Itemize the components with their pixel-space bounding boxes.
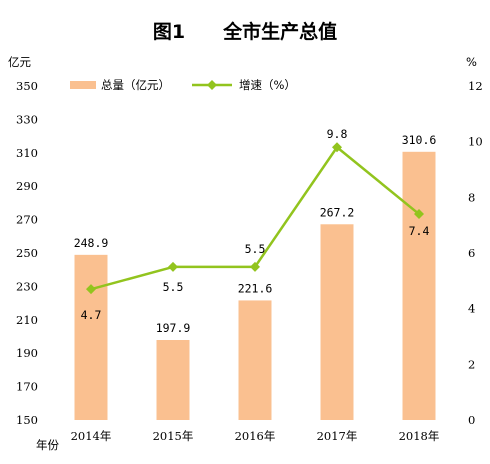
growth-point-2015年 [168,261,178,272]
line-series [86,142,424,295]
x-ticks: 2014年 2015年 2016年 2017年 2018年 [71,429,440,443]
y-right-tick-label: 4 [468,302,475,316]
legend-bar-swatch [70,81,96,89]
growth-value-label: 5.5 [163,280,184,294]
x-tick-label: 2018年 [399,429,440,443]
legend-line-label: 增速（%） [239,78,296,92]
bar-value-label: 221.6 [238,281,273,295]
x-tick-label: 2015年 [153,429,194,443]
y-right-tick-label: 6 [468,246,475,260]
growth-point-2017年 [332,142,342,153]
y-left-tick-label: 210 [16,313,38,327]
y-left-tick-label: 310 [16,146,38,160]
y-left-tick-label: 350 [16,79,38,93]
growth-value-label: 5.5 [245,242,266,256]
growth-point-2018年 [414,209,424,220]
growth-point-2014年 [86,284,96,295]
legend-bar-label: 总量（亿元） [101,78,170,92]
bar-series [74,151,436,420]
chart-title: 图1 全市生产总值 [153,20,337,43]
data-labels: 248.9 197.9 221.6 267.2 310.6 4.7 5.5 5.5 9.8 7.4 [74,127,437,335]
bar-value-label: 197.9 [156,321,191,335]
y-right-tick-label: 10 [468,135,483,149]
growth-point-2016年 [250,261,260,272]
bar-2015年 [156,340,190,420]
x-tick-label: 2014年 [71,429,112,443]
y-right-tick-label: 8 [468,190,475,204]
bar-2014年 [74,254,108,420]
bar-2017年 [320,224,354,420]
x-tick-label: 2017年 [317,429,358,443]
y-left-tick-label: 230 [16,279,38,293]
y-right-tick-label: 12 [468,79,483,93]
y-right-unit-label: % [466,55,477,69]
x-axis-unit-label: 年份 [36,438,59,452]
y-left-ticks: 150 170 190 210 230 250 270 290 310 330 350 [16,79,38,427]
growth-value-label: 9.8 [327,127,348,141]
legend: 总量（亿元） 增速（%） [70,78,296,92]
x-tick-label: 2016年 [235,429,276,443]
y-left-tick-label: 330 [16,112,38,126]
y-left-tick-label: 150 [16,413,38,427]
y-left-tick-label: 170 [16,380,38,394]
bar-2018年 [402,151,436,420]
bar-value-label: 248.9 [74,236,109,250]
growth-value-label: 4.7 [81,308,102,322]
y-left-tick-label: 250 [16,246,38,260]
growth-value-label: 7.4 [409,224,430,238]
y-left-unit-label: 亿元 [8,55,31,69]
y-right-tick-label: 2 [468,357,475,371]
legend-line-marker [207,80,217,90]
y-left-tick-label: 270 [16,213,38,227]
y-right-tick-label: 0 [468,413,475,427]
bar-value-label: 267.2 [320,205,355,219]
bar-2016年 [238,300,272,420]
bar-value-label: 310.6 [402,133,437,147]
y-left-tick-label: 290 [16,179,38,193]
y-left-tick-label: 190 [16,346,38,360]
y-right-ticks: 0 2 4 6 8 10 12 [468,79,483,427]
